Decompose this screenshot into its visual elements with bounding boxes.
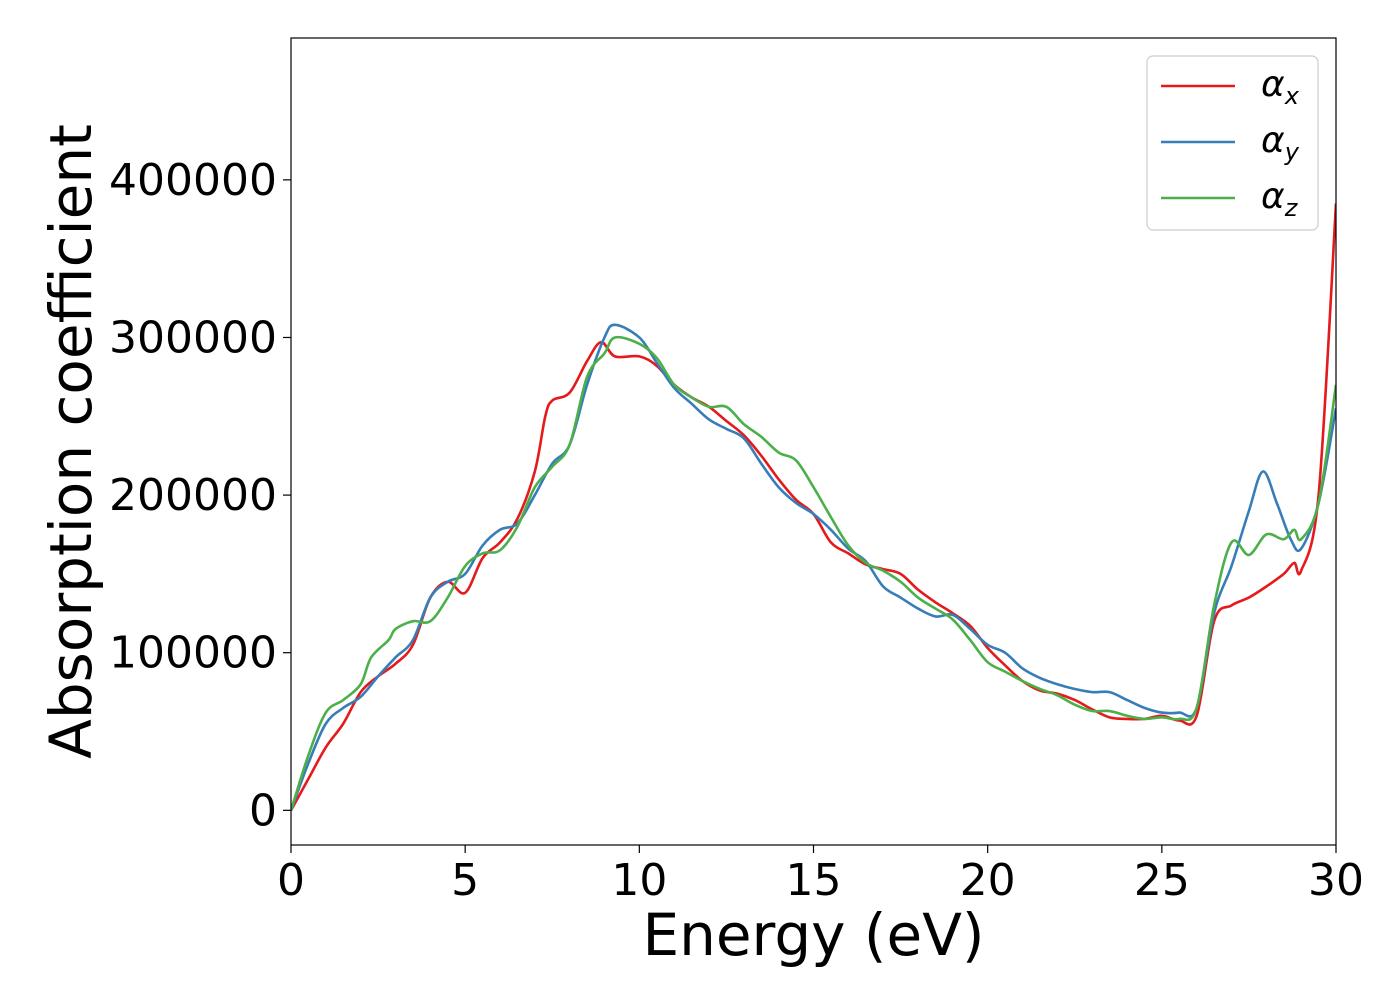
x-tick-label: 15: [786, 855, 842, 906]
x-tick-label: 0: [277, 855, 305, 906]
y-tick-label: 300000: [109, 312, 277, 363]
legend-label-y: αy: [1261, 120, 1300, 166]
y-tick-label: 100000: [109, 628, 277, 679]
y-tick-label: 200000: [109, 470, 277, 521]
legend-label-x: αx: [1261, 64, 1300, 110]
x-tick-label: 25: [1134, 855, 1190, 906]
x-axis-label: Energy (eV): [642, 901, 984, 969]
series-layer: [291, 203, 1336, 811]
x-tick-label: 10: [611, 855, 667, 906]
y-axis-label: Absorption coefficient: [37, 124, 105, 759]
legend-label-z: αz: [1261, 176, 1299, 222]
y-tick-label: 0: [249, 785, 277, 836]
x-tick-label: 5: [451, 855, 479, 906]
series-line-z: [291, 335, 1336, 811]
series-line-y: [291, 323, 1336, 811]
series-line-x: [291, 203, 1336, 811]
legend: αx αy αz: [1146, 55, 1319, 231]
x-tick-label: 30: [1308, 855, 1364, 906]
ticks-layer: 0 5 10 15 20 25 30 0 100000 200000 300000 400000: [109, 155, 1364, 906]
x-tick-label: 20: [960, 855, 1016, 906]
y-tick-label: 400000: [109, 155, 277, 206]
